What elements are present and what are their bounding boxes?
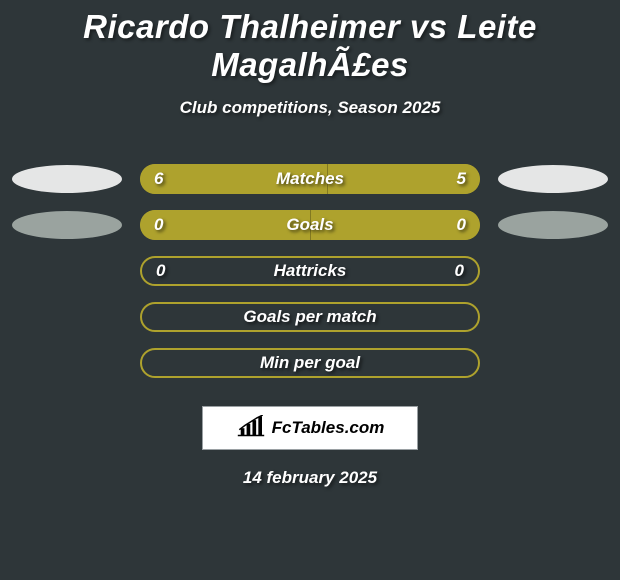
comparison-infographic: Ricardo Thalheimer vs Leite MagalhÃ£es C… [0, 0, 620, 580]
left-value: 6 [154, 169, 163, 189]
subtitle: Club competitions, Season 2025 [0, 98, 620, 118]
stat-row: 0 Goals 0 [0, 202, 620, 248]
stat-bar: 0 Goals 0 [140, 210, 480, 240]
right-spacer [498, 257, 608, 285]
stat-row: Goals per match [0, 294, 620, 340]
right-oval [498, 211, 608, 239]
stat-label: Goals [286, 215, 333, 235]
stat-label: Goals per match [243, 307, 376, 327]
bar-fill-left [140, 210, 310, 240]
page-title: Ricardo Thalheimer vs Leite MagalhÃ£es [0, 0, 620, 84]
left-value: 0 [154, 215, 163, 235]
left-value: 0 [156, 261, 165, 281]
stat-bar: Goals per match [140, 302, 480, 332]
stat-label: Min per goal [260, 353, 360, 373]
left-oval [12, 165, 122, 193]
stat-label: Hattricks [274, 261, 347, 281]
stat-bar: Min per goal [140, 348, 480, 378]
right-spacer [498, 303, 608, 331]
left-oval [12, 211, 122, 239]
stat-row: Min per goal [0, 340, 620, 386]
right-value: 5 [457, 169, 466, 189]
brand-text: FcTables.com [272, 418, 385, 438]
right-spacer [498, 349, 608, 377]
brand-badge: FcTables.com [202, 406, 418, 450]
stat-row: 0 Hattricks 0 [0, 248, 620, 294]
left-spacer [12, 257, 122, 285]
right-value: 0 [455, 261, 464, 281]
stat-row: 6 Matches 5 [0, 156, 620, 202]
left-spacer [12, 349, 122, 377]
stat-bar: 6 Matches 5 [140, 164, 480, 194]
chart-icon [236, 415, 266, 442]
bar-fill-right [310, 210, 480, 240]
left-spacer [12, 303, 122, 331]
right-value: 0 [457, 215, 466, 235]
date-label: 14 february 2025 [0, 468, 620, 488]
stat-label: Matches [276, 169, 344, 189]
stat-bar: 0 Hattricks 0 [140, 256, 480, 286]
stats-container: 6 Matches 5 0 Goals 0 0 Hattricks 0 Goals per mat… [0, 156, 620, 386]
right-oval [498, 165, 608, 193]
